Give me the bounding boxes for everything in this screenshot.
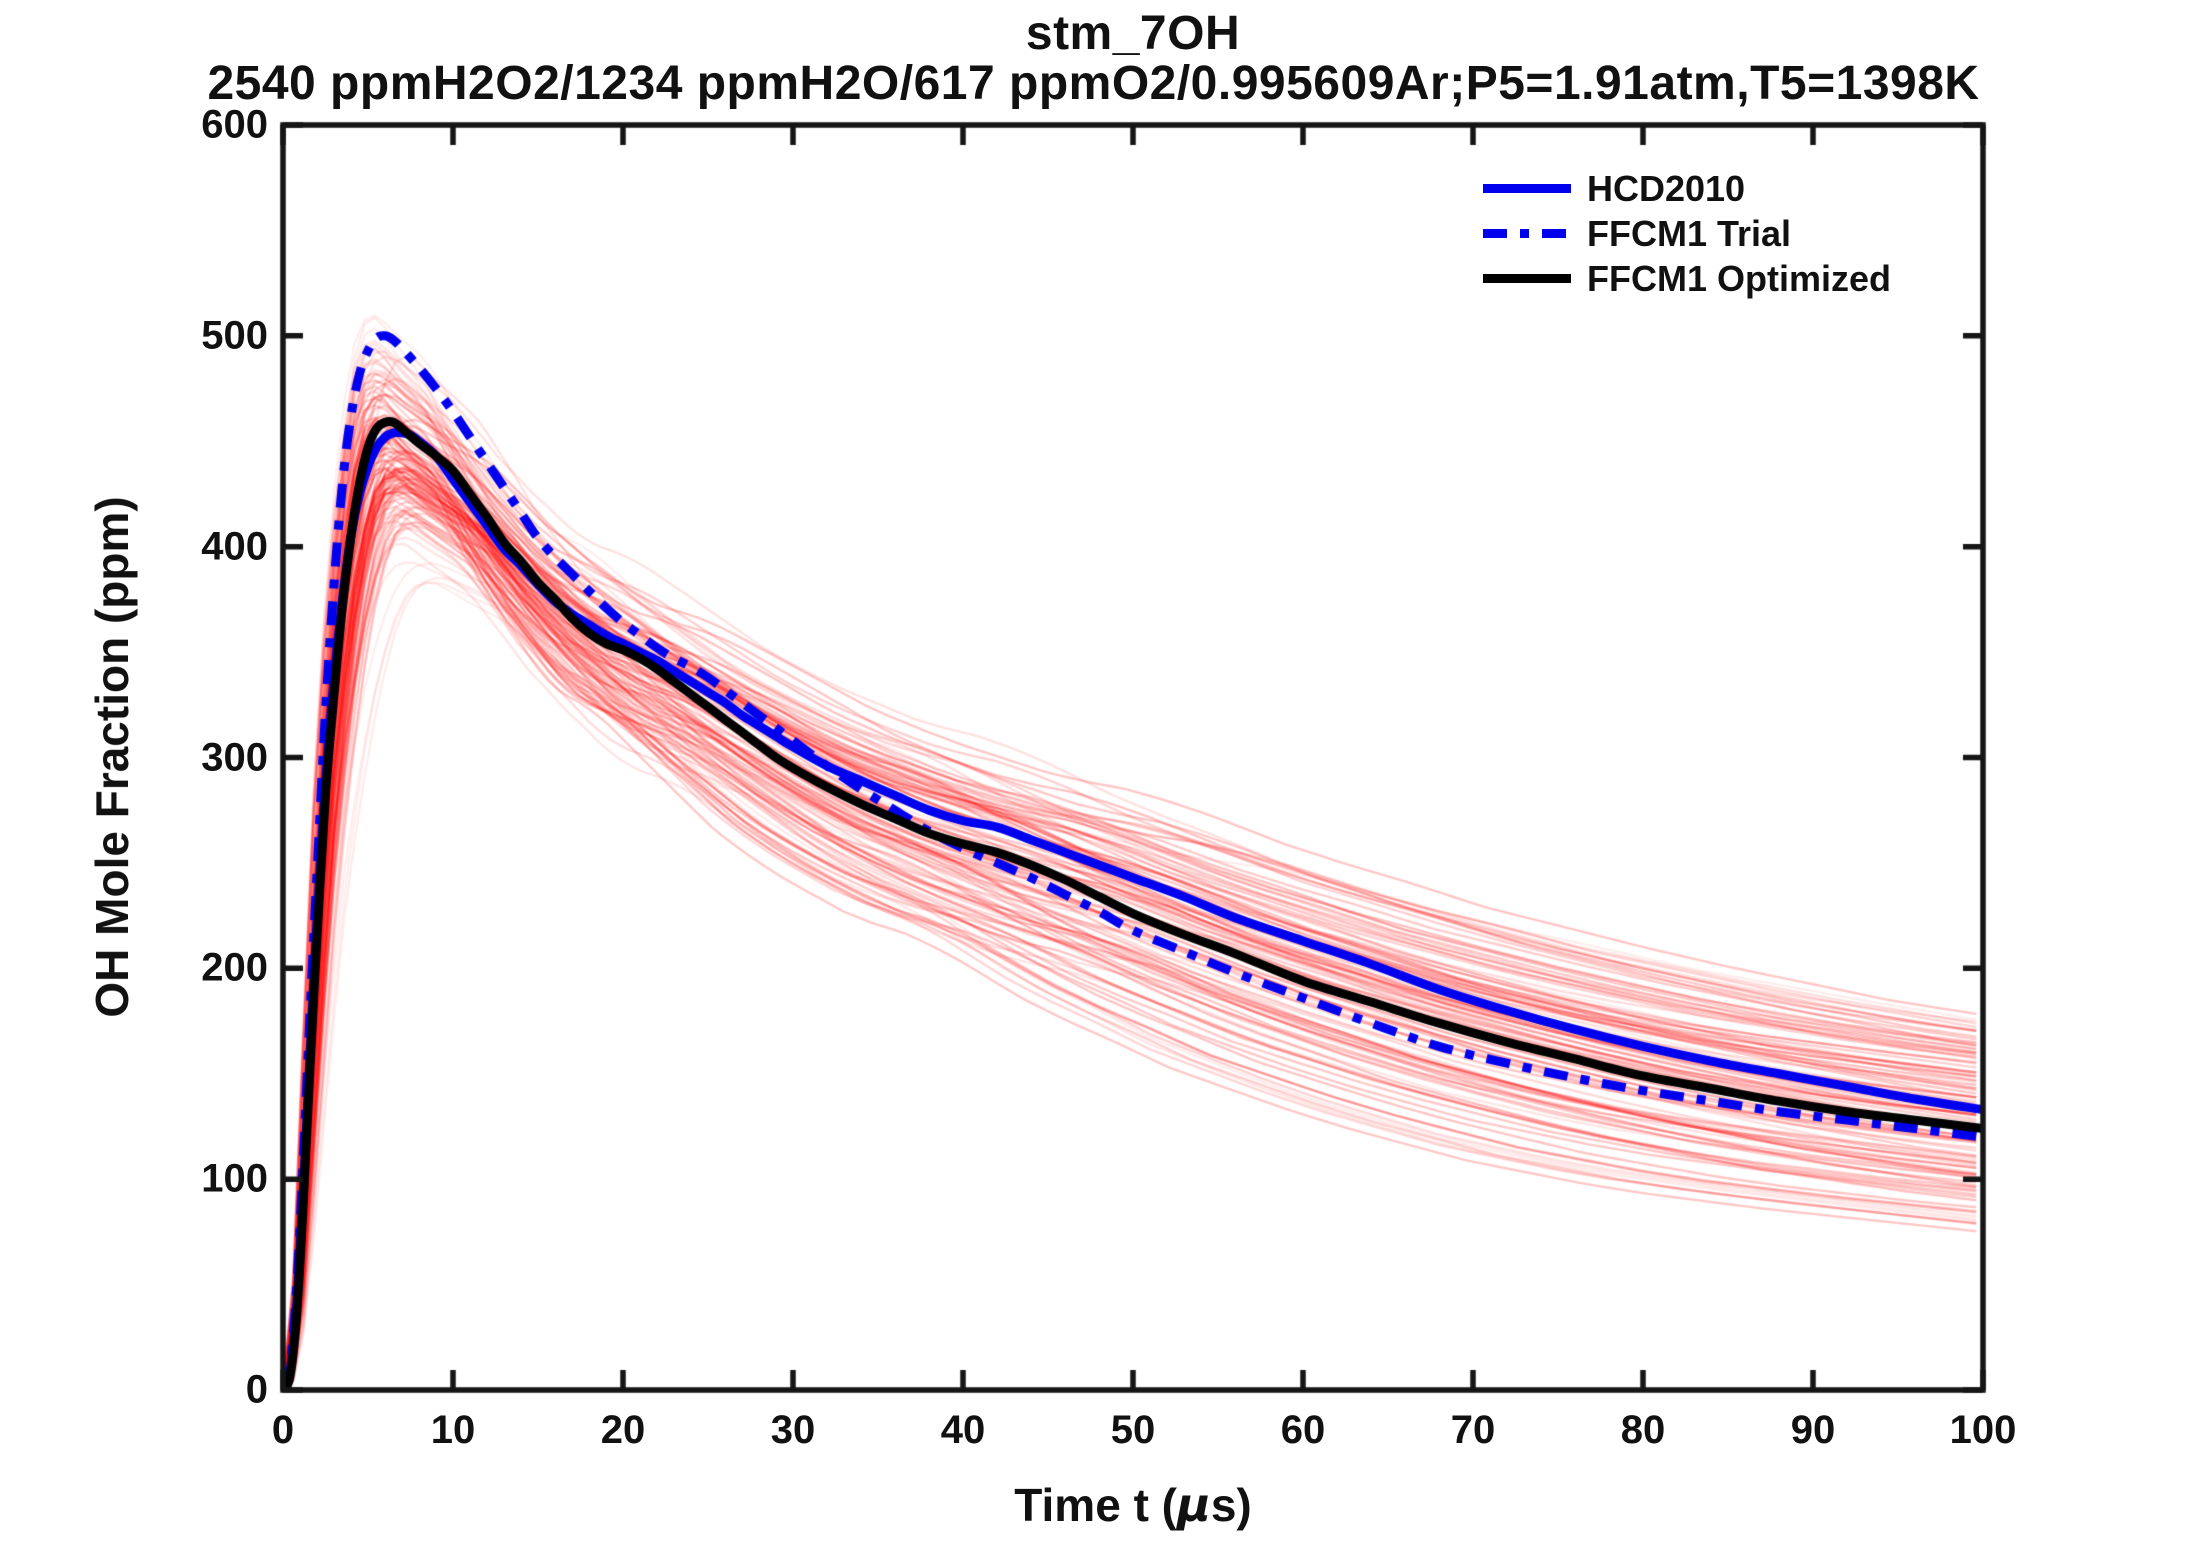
x-tick-label-80: 80 <box>1620 1408 1666 1452</box>
x-tick-label-0: 0 <box>271 1408 295 1452</box>
y-tick-label-600: 600 <box>201 102 268 147</box>
x-tick-label-70: 70 <box>1450 1408 1496 1452</box>
legend-line-swatch-solid <box>1483 184 1571 193</box>
legend-label: FFCM1 Trial <box>1587 213 1792 254</box>
y-tick-label-100: 100 <box>201 1156 268 1201</box>
chart-title: stm_7OH <box>1025 7 1241 60</box>
x-tick-label-90: 90 <box>1790 1408 1836 1452</box>
legend-label: HCD2010 <box>1587 168 1746 209</box>
x-tick-label-20: 20 <box>600 1408 646 1452</box>
x-axis-label-unit: s) <box>1210 1479 1252 1531</box>
legend: HCD2010 FFCM1 Trial FFCM1 Optimized <box>1483 166 1891 301</box>
x-axis-label: Time t (μs) <box>283 1478 1983 1532</box>
y-tick-label-400: 400 <box>201 524 268 569</box>
legend-line-swatch-dashdot <box>1483 229 1571 238</box>
y-tick-label-0: 0 <box>245 1367 268 1412</box>
x-tick-label-40: 40 <box>940 1408 986 1452</box>
x-tick-label-50: 50 <box>1110 1408 1156 1452</box>
legend-row: FFCM1 Trial <box>1483 211 1891 256</box>
y-tick-label-500: 500 <box>201 313 268 358</box>
x-tick-label-10: 10 <box>430 1408 476 1452</box>
legend-row: HCD2010 <box>1483 166 1891 211</box>
legend-line-swatch-solid <box>1483 274 1571 283</box>
y-tick-label-300: 300 <box>201 735 268 779</box>
chart-subtitle: 2540 ppmH2O2/1234 ppmH2O/617 ppmO2/0.995… <box>207 57 1980 110</box>
x-axis-label-text: Time t ( <box>1014 1479 1177 1531</box>
legend-row: FFCM1 Optimized <box>1483 256 1891 301</box>
x-tick-label-100: 100 <box>1949 1408 2017 1452</box>
legend-label: FFCM1 Optimized <box>1587 258 1891 299</box>
mu-symbol: μ <box>1176 1478 1211 1532</box>
x-tick-label-60: 60 <box>1280 1408 1326 1452</box>
x-tick-label-30: 30 <box>770 1408 816 1452</box>
y-tick-label-200: 200 <box>201 945 268 990</box>
